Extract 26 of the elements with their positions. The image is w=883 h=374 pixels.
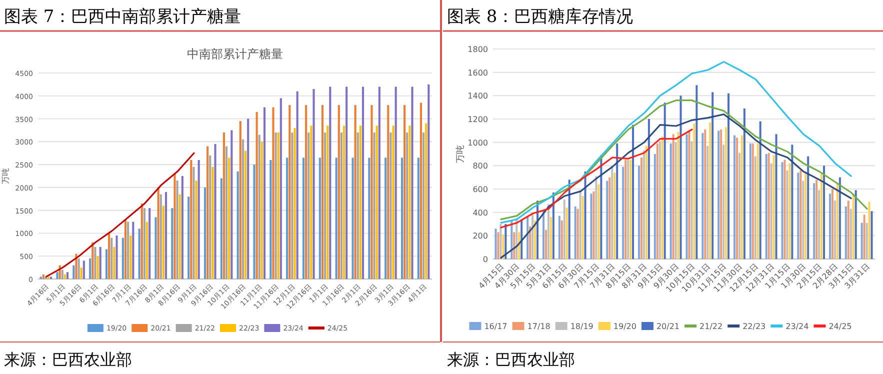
- y-tick-label: 1000: [468, 138, 488, 148]
- y-tick-label: 800: [472, 162, 488, 171]
- chart-subtitle: 中南部累计产糖量: [187, 47, 283, 61]
- legend-label: 20/21: [656, 322, 680, 332]
- legend-label: 19/20: [613, 322, 636, 332]
- legend-label: 24/25: [828, 322, 852, 332]
- y-tick-label: 200: [472, 232, 488, 241]
- source-note: 来源：巴西农业部: [447, 350, 575, 369]
- legend-label: 23/24: [786, 322, 809, 332]
- y-tick-label: 600: [472, 185, 488, 194]
- chart-title: 图表 7：巴西中南部累计产糖量: [4, 7, 242, 27]
- y-axis-title: 万吨: [455, 145, 466, 163]
- source-note: 来源：巴西农业部: [4, 350, 132, 369]
- y-tick-label: 1800: [468, 45, 488, 54]
- y-tick-label: 0: [482, 255, 488, 264]
- y-tick-label: 400: [472, 208, 488, 218]
- chart-title: 图表 8：巴西糖库存情况: [447, 7, 634, 27]
- legend-label: 18/19: [570, 322, 594, 332]
- legend-label: 22/23: [742, 322, 766, 332]
- legend-label: 21/22: [700, 322, 723, 332]
- legend-label: 17/18: [527, 322, 550, 332]
- y-tick-label: 1200: [468, 115, 488, 124]
- y-tick-label: 1400: [468, 92, 488, 101]
- y-axis-title: 万吨: [1, 168, 10, 184]
- legend-label: 16/17: [484, 322, 508, 332]
- y-tick-label: 1600: [468, 68, 488, 78]
